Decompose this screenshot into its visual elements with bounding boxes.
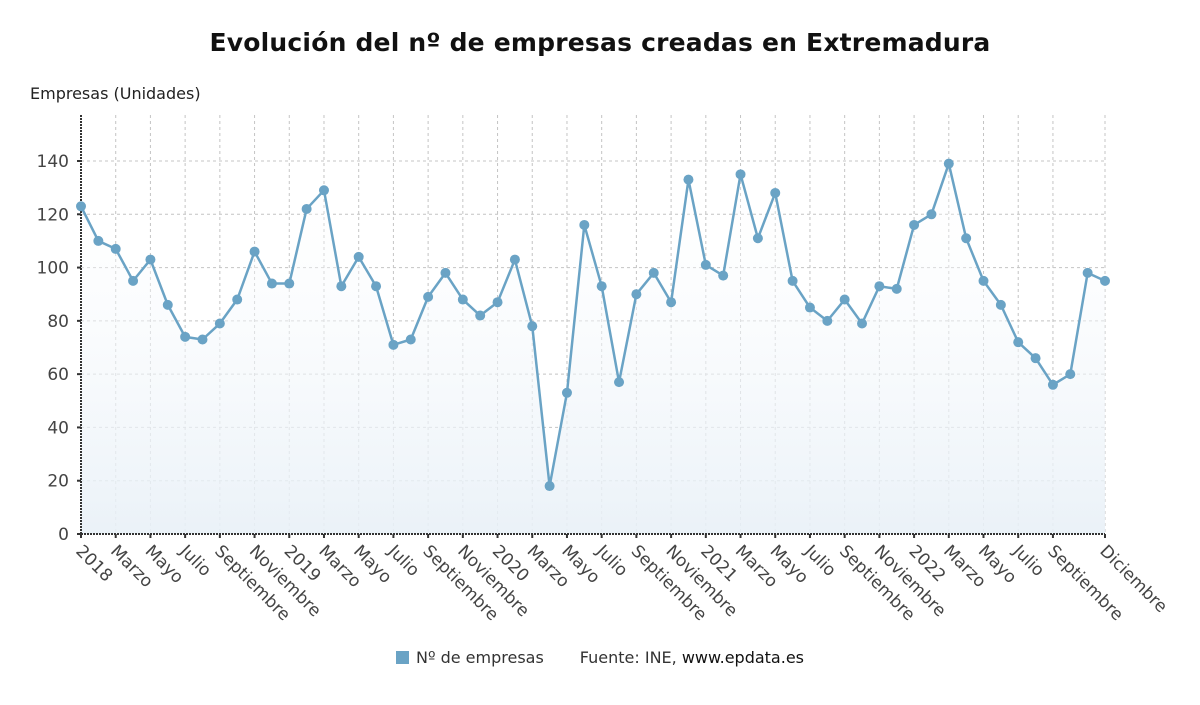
x-tick-labels: 2018MarzoMayoJulioSeptiembreNoviembre201…	[71, 541, 1171, 625]
data-point	[891, 283, 902, 294]
data-point	[909, 219, 920, 230]
data-point	[1030, 353, 1041, 364]
data-point	[544, 481, 555, 492]
axes	[77, 115, 1106, 538]
data-point	[76, 201, 86, 212]
series-line	[79, 162, 1106, 488]
data-point	[735, 169, 746, 180]
data-point	[1082, 267, 1093, 278]
data-point	[475, 310, 486, 321]
data-point	[666, 297, 677, 308]
data-point	[492, 297, 503, 308]
data-point	[457, 294, 468, 305]
source-prefix: Fuente: INE,	[579, 648, 682, 667]
data-point	[197, 334, 208, 345]
data-point	[926, 209, 937, 220]
data-point	[561, 387, 572, 398]
data-point	[839, 294, 850, 305]
data-point	[93, 235, 104, 246]
data-point	[857, 318, 868, 329]
data-point	[162, 299, 173, 310]
data-point	[683, 174, 694, 185]
data-point	[180, 331, 191, 342]
y-tick-label: 100	[37, 259, 69, 279]
data-point	[249, 246, 260, 257]
y-tick-label: 20	[47, 472, 69, 492]
data-point	[752, 233, 763, 244]
data-point	[110, 243, 121, 254]
data-point	[353, 251, 364, 262]
area-path	[81, 163, 1105, 534]
source-url: www.epdata.es	[681, 648, 804, 667]
legend-label: Nº de empresas	[415, 648, 544, 667]
chart-title: Evolución del nº de empresas creadas en …	[209, 28, 991, 57]
legend-item-empresas[interactable]: Nº de empresas	[395, 648, 544, 667]
data-point	[978, 275, 989, 286]
data-point	[961, 233, 972, 244]
data-point	[440, 267, 451, 278]
data-point	[579, 219, 590, 230]
data-point	[1100, 275, 1110, 286]
data-point	[943, 158, 954, 169]
data-point	[371, 281, 382, 292]
data-point	[700, 259, 711, 270]
y-tick-label: 120	[37, 205, 69, 225]
source-note: Fuente: INE, www.epdata.es	[580, 648, 804, 667]
y-tick-labels: 0 20 40 60 80 100 120 140	[37, 152, 69, 545]
data-point	[336, 281, 347, 292]
data-point	[128, 275, 139, 286]
data-point	[318, 185, 329, 196]
x-tick-label: 2018	[71, 541, 116, 586]
data-point	[1013, 337, 1024, 348]
data-point	[596, 281, 607, 292]
data-point	[770, 187, 781, 198]
data-point	[284, 278, 295, 289]
data-point	[301, 203, 312, 214]
data-point	[423, 291, 434, 302]
legend: Nº de empresas Fuente: INE, www.epdata.e…	[0, 648, 1200, 667]
data-point	[648, 267, 659, 278]
data-point	[388, 339, 399, 350]
y-tick-label: 80	[47, 312, 69, 332]
data-point	[145, 254, 156, 265]
data-point	[787, 275, 798, 286]
y-axis-title: Empresas (Unidades)	[30, 84, 201, 103]
data-point	[232, 294, 243, 305]
data-point	[874, 281, 885, 292]
data-point	[631, 289, 642, 300]
data-point	[527, 321, 538, 332]
data-point	[718, 270, 729, 281]
data-point	[266, 278, 277, 289]
data-point	[804, 302, 815, 313]
y-tick-label: 40	[47, 418, 69, 438]
data-point	[1065, 369, 1076, 380]
data-point	[214, 318, 225, 329]
y-tick-label: 60	[47, 365, 69, 385]
series-polyline	[79, 162, 1106, 488]
data-point	[405, 334, 416, 345]
legend-swatch	[395, 651, 409, 664]
data-point	[614, 377, 625, 388]
data-point	[822, 315, 833, 326]
data-point	[1047, 379, 1058, 390]
data-point	[509, 254, 520, 265]
data-point	[995, 299, 1006, 310]
y-tick-label: 140	[37, 152, 69, 172]
area-fill	[81, 163, 1105, 534]
y-tick-label: 0	[58, 525, 69, 545]
data-points	[76, 158, 1110, 492]
